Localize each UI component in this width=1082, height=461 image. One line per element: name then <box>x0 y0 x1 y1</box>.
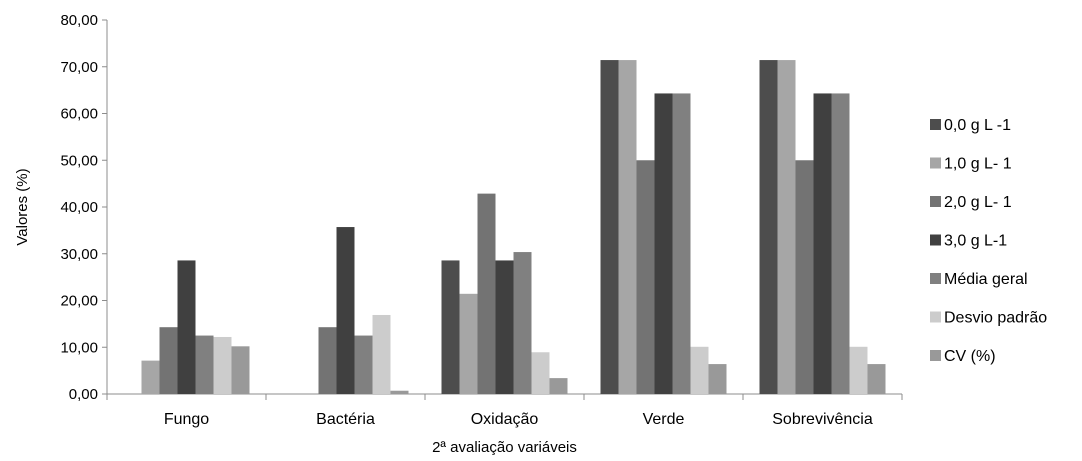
bar <box>849 346 868 394</box>
legend-label: 3,0 g L-1 <box>944 233 1007 250</box>
x-axis-title: 2ª avaliação variáveis <box>432 439 577 456</box>
y-tick-label: 30,00 <box>60 246 98 263</box>
y-tick-label: 0,00 <box>69 386 98 403</box>
bar <box>672 93 691 395</box>
legend-swatch <box>930 157 941 169</box>
y-tick-label: 80,00 <box>60 12 98 29</box>
legend-label: Desvio padrão <box>944 310 1047 327</box>
legend: 0,0 g L -1 1,0 g L- 1 2,0 g L- 1 3,0 g L-1 M… <box>930 117 1047 365</box>
y-tick-label: 10,00 <box>60 339 98 356</box>
y-axis-title: Valores (%) <box>14 168 31 245</box>
bar <box>831 93 850 395</box>
bar <box>231 346 250 394</box>
bar <box>636 160 655 394</box>
bar <box>708 364 727 394</box>
bar <box>690 346 709 394</box>
bar <box>654 93 673 395</box>
y-tick-label: 50,00 <box>60 152 98 169</box>
bar <box>495 260 514 394</box>
bar <box>195 335 214 394</box>
bar <box>441 260 460 394</box>
bar <box>177 260 196 394</box>
legend-label: 1,0 g L- 1 <box>944 156 1012 173</box>
bar <box>159 327 178 394</box>
bar <box>759 60 778 394</box>
bar <box>777 60 796 394</box>
y-axis: 0,00 10,00 20,00 30,00 40,00 50,00 60,00 70,00 8… <box>60 12 108 403</box>
bar <box>618 60 637 394</box>
y-tick-label: 70,00 <box>60 59 98 76</box>
bar <box>531 352 550 394</box>
legend-swatch <box>930 196 941 207</box>
legend-swatch <box>930 350 941 361</box>
legend-label: Média geral <box>944 271 1028 288</box>
x-tick-label: Sobrevivência <box>772 411 873 428</box>
legend-swatch <box>930 311 941 323</box>
bar <box>867 364 886 394</box>
x-axis <box>106 393 903 400</box>
x-tick-label: Verde <box>643 411 685 428</box>
x-tick-label: Fungo <box>164 411 209 428</box>
legend-swatch <box>930 119 941 130</box>
bar <box>513 252 532 394</box>
bar <box>372 314 391 394</box>
bars <box>141 60 886 395</box>
x-tick-label: Bactéria <box>316 411 375 428</box>
y-tick-label: 40,00 <box>60 199 98 216</box>
bar <box>318 327 337 394</box>
bar <box>600 60 619 394</box>
bar <box>549 378 568 394</box>
y-tick-label: 20,00 <box>60 293 98 310</box>
bar <box>141 360 160 394</box>
legend-label: CV (%) <box>944 348 996 365</box>
bar <box>213 336 232 394</box>
bar <box>336 227 355 394</box>
legend-label: 2,0 g L- 1 <box>944 194 1012 211</box>
bar <box>354 335 373 394</box>
category-labels: Fungo Bactéria Oxidação Verde Sobrevivência <box>164 411 873 428</box>
bar <box>813 93 832 395</box>
bar <box>477 193 496 394</box>
y-tick-label: 60,00 <box>60 106 98 123</box>
legend-swatch <box>930 234 941 246</box>
bar <box>390 390 409 394</box>
bar <box>795 160 814 394</box>
legend-swatch <box>930 273 941 284</box>
legend-label: 0,0 g L -1 <box>944 117 1011 134</box>
bar <box>459 293 478 394</box>
x-tick-label: Oxidação <box>471 411 539 428</box>
